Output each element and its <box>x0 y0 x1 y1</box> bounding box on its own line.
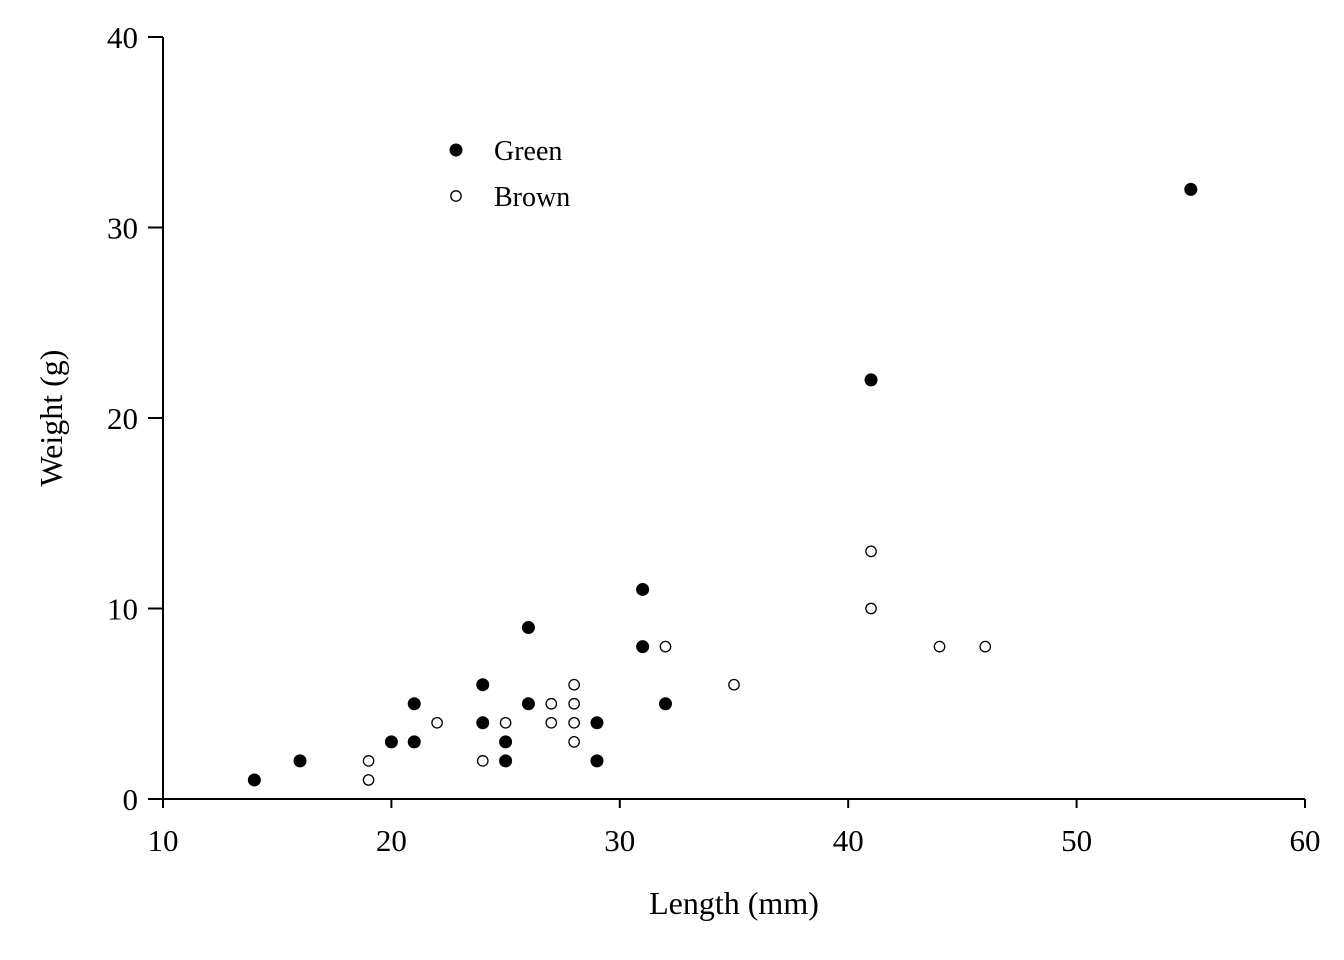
point-brown <box>362 774 375 786</box>
point-green <box>590 716 604 730</box>
y-tick-label: 10 <box>107 592 138 627</box>
point-brown <box>728 678 740 691</box>
y-tick-label: 0 <box>123 782 139 817</box>
legend-marker-green <box>449 143 463 157</box>
point-green <box>407 697 421 711</box>
data-points <box>247 182 1198 787</box>
x-tick-label: 40 <box>833 823 864 858</box>
point-green <box>636 582 650 596</box>
point-brown <box>865 602 877 615</box>
point-brown <box>545 697 558 710</box>
x-tick-label: 60 <box>1290 823 1321 858</box>
point-green <box>407 735 421 749</box>
legend: Green Brown <box>449 136 570 213</box>
point-green <box>658 697 672 711</box>
point-brown <box>933 640 946 653</box>
x-axis-title: Length (mm) <box>649 885 819 921</box>
x-tick-label: 20 <box>376 823 407 858</box>
point-brown <box>476 755 489 767</box>
point-brown <box>568 735 580 748</box>
legend-label-green: Green <box>494 136 562 167</box>
x-tick-label: 10 <box>148 823 179 858</box>
point-brown <box>865 545 877 558</box>
point-green <box>499 735 513 749</box>
legend-label-brown: Brown <box>494 182 570 213</box>
point-green <box>293 754 307 768</box>
point-green <box>590 754 604 768</box>
point-green <box>499 754 513 768</box>
point-green <box>476 716 490 730</box>
point-brown <box>568 678 580 691</box>
point-brown <box>499 716 512 729</box>
point-green <box>1184 182 1198 196</box>
point-green <box>521 697 535 711</box>
point-brown <box>979 640 992 653</box>
point-brown <box>659 640 672 653</box>
point-brown <box>362 755 375 767</box>
x-ticks: 10 20 30 40 50 60 <box>148 799 1321 858</box>
point-green <box>521 621 535 635</box>
x-tick-label: 50 <box>1061 823 1092 858</box>
point-green <box>247 773 261 787</box>
point-brown <box>431 716 443 729</box>
x-tick-label: 30 <box>604 823 635 858</box>
point-brown <box>568 716 580 729</box>
point-brown <box>545 716 558 729</box>
y-tick-label: 20 <box>107 401 138 436</box>
y-axis-title: Weight (g) <box>33 350 69 487</box>
point-green <box>636 640 650 654</box>
legend-marker-brown <box>450 190 462 202</box>
point-green <box>384 735 398 749</box>
point-green <box>864 373 878 387</box>
y-ticks: 0 10 20 30 40 <box>107 20 163 817</box>
point-brown <box>568 697 580 710</box>
y-tick-label: 40 <box>107 20 138 55</box>
point-green <box>476 678 490 692</box>
y-tick-label: 30 <box>107 211 138 246</box>
